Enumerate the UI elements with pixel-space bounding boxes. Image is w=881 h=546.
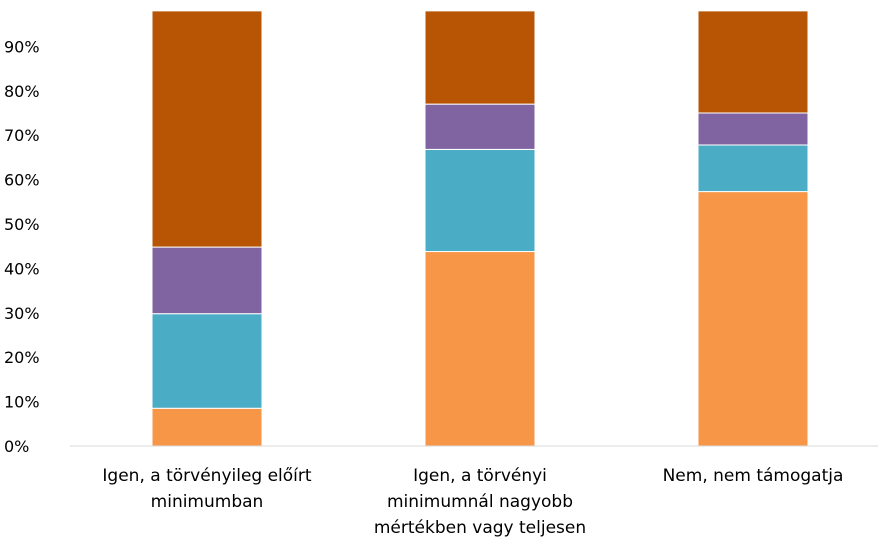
y-tick-label: 70% [4, 126, 40, 145]
y-tick-label: 80% [4, 82, 40, 101]
y-tick-label: 40% [4, 259, 40, 278]
bar-segment [697, 144, 809, 193]
bar-segment [424, 103, 536, 150]
bar-segment [151, 407, 263, 447]
x-category-label: mértékben vagy teljesen [374, 518, 586, 538]
y-tick-label: 10% [4, 393, 40, 412]
y-tick-label: 50% [4, 215, 40, 234]
x-axis-labels: Igen, a törvényileg előírt minimumban Igen… [102, 466, 843, 538]
x-category-label: minimumban [151, 492, 264, 512]
bar-segment [697, 10, 809, 114]
y-tick-label: 30% [4, 304, 40, 323]
y-axis-ticks: 0% 10% 20% 30% 40% 50% 60% 70% 80% 90% [4, 37, 40, 456]
bar-segment [151, 246, 263, 315]
y-tick-label: 0% [4, 437, 29, 456]
bar-segment [424, 10, 536, 105]
x-category-label: Igen, a törvényi [413, 466, 547, 486]
bar-segment [697, 112, 809, 146]
bars-layer [151, 10, 809, 447]
bar-segment [424, 148, 536, 253]
x-category-label: Igen, a törvényileg előírt [102, 466, 311, 486]
bar-segment [424, 251, 536, 447]
y-tick-label: 20% [4, 348, 40, 367]
y-tick-label: 90% [4, 37, 40, 56]
bar-segment [151, 10, 263, 248]
x-category-label: minimumnál nagyobb [387, 492, 573, 512]
bar-segment [697, 191, 809, 447]
y-tick-label: 60% [4, 171, 40, 190]
x-category-label: Nem, nem támogatja [663, 466, 844, 486]
bar-segment [151, 313, 263, 409]
